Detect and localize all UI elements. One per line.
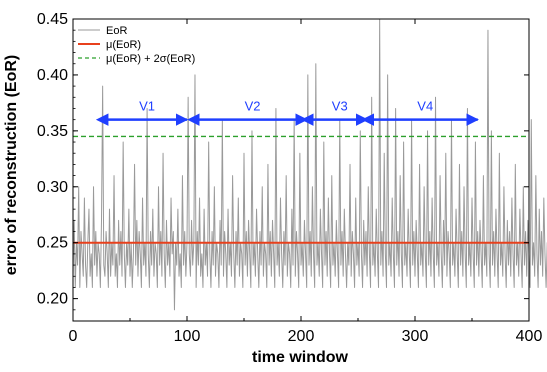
- legend-label: μ(EoR) + 2σ(EoR): [106, 53, 195, 65]
- y-tick-label: 0.45: [37, 11, 68, 28]
- y-tick-label: 0.35: [37, 123, 68, 140]
- x-tick-label: 300: [402, 328, 429, 345]
- series-line-eor: [72, 18, 547, 311]
- plot-area: V1 V2 V3 V4: [72, 18, 547, 311]
- y-tick-label: 0.20: [37, 291, 68, 308]
- y-tick-label: 0.25: [37, 235, 68, 252]
- axes: 0 100 200 300 400 0.20 0.25 0.30 0.35 0.40 0.45: [37, 11, 543, 345]
- annotation-label-v4: V4: [417, 99, 433, 114]
- annotation-label-v1: V1: [139, 99, 155, 114]
- y-tick-label: 0.30: [37, 179, 68, 196]
- x-tick-label: 200: [288, 328, 315, 345]
- annotation-label-v2: V2: [245, 99, 261, 114]
- legend-label: μ(EoR): [106, 39, 141, 51]
- x-axis-title: time window: [252, 349, 349, 366]
- x-tick-label: 0: [69, 328, 78, 345]
- y-axis-title: error of reconstruction (EoR): [3, 55, 20, 275]
- x-tick-label: 400: [516, 328, 543, 345]
- legend-label: EoR: [106, 25, 127, 37]
- annotation-label-v3: V3: [332, 99, 348, 114]
- legend: EoR μ(EoR) μ(EoR) + 2σ(EoR): [78, 25, 195, 65]
- y-tick-label: 0.40: [37, 67, 68, 84]
- x-tick-label: 100: [174, 328, 201, 345]
